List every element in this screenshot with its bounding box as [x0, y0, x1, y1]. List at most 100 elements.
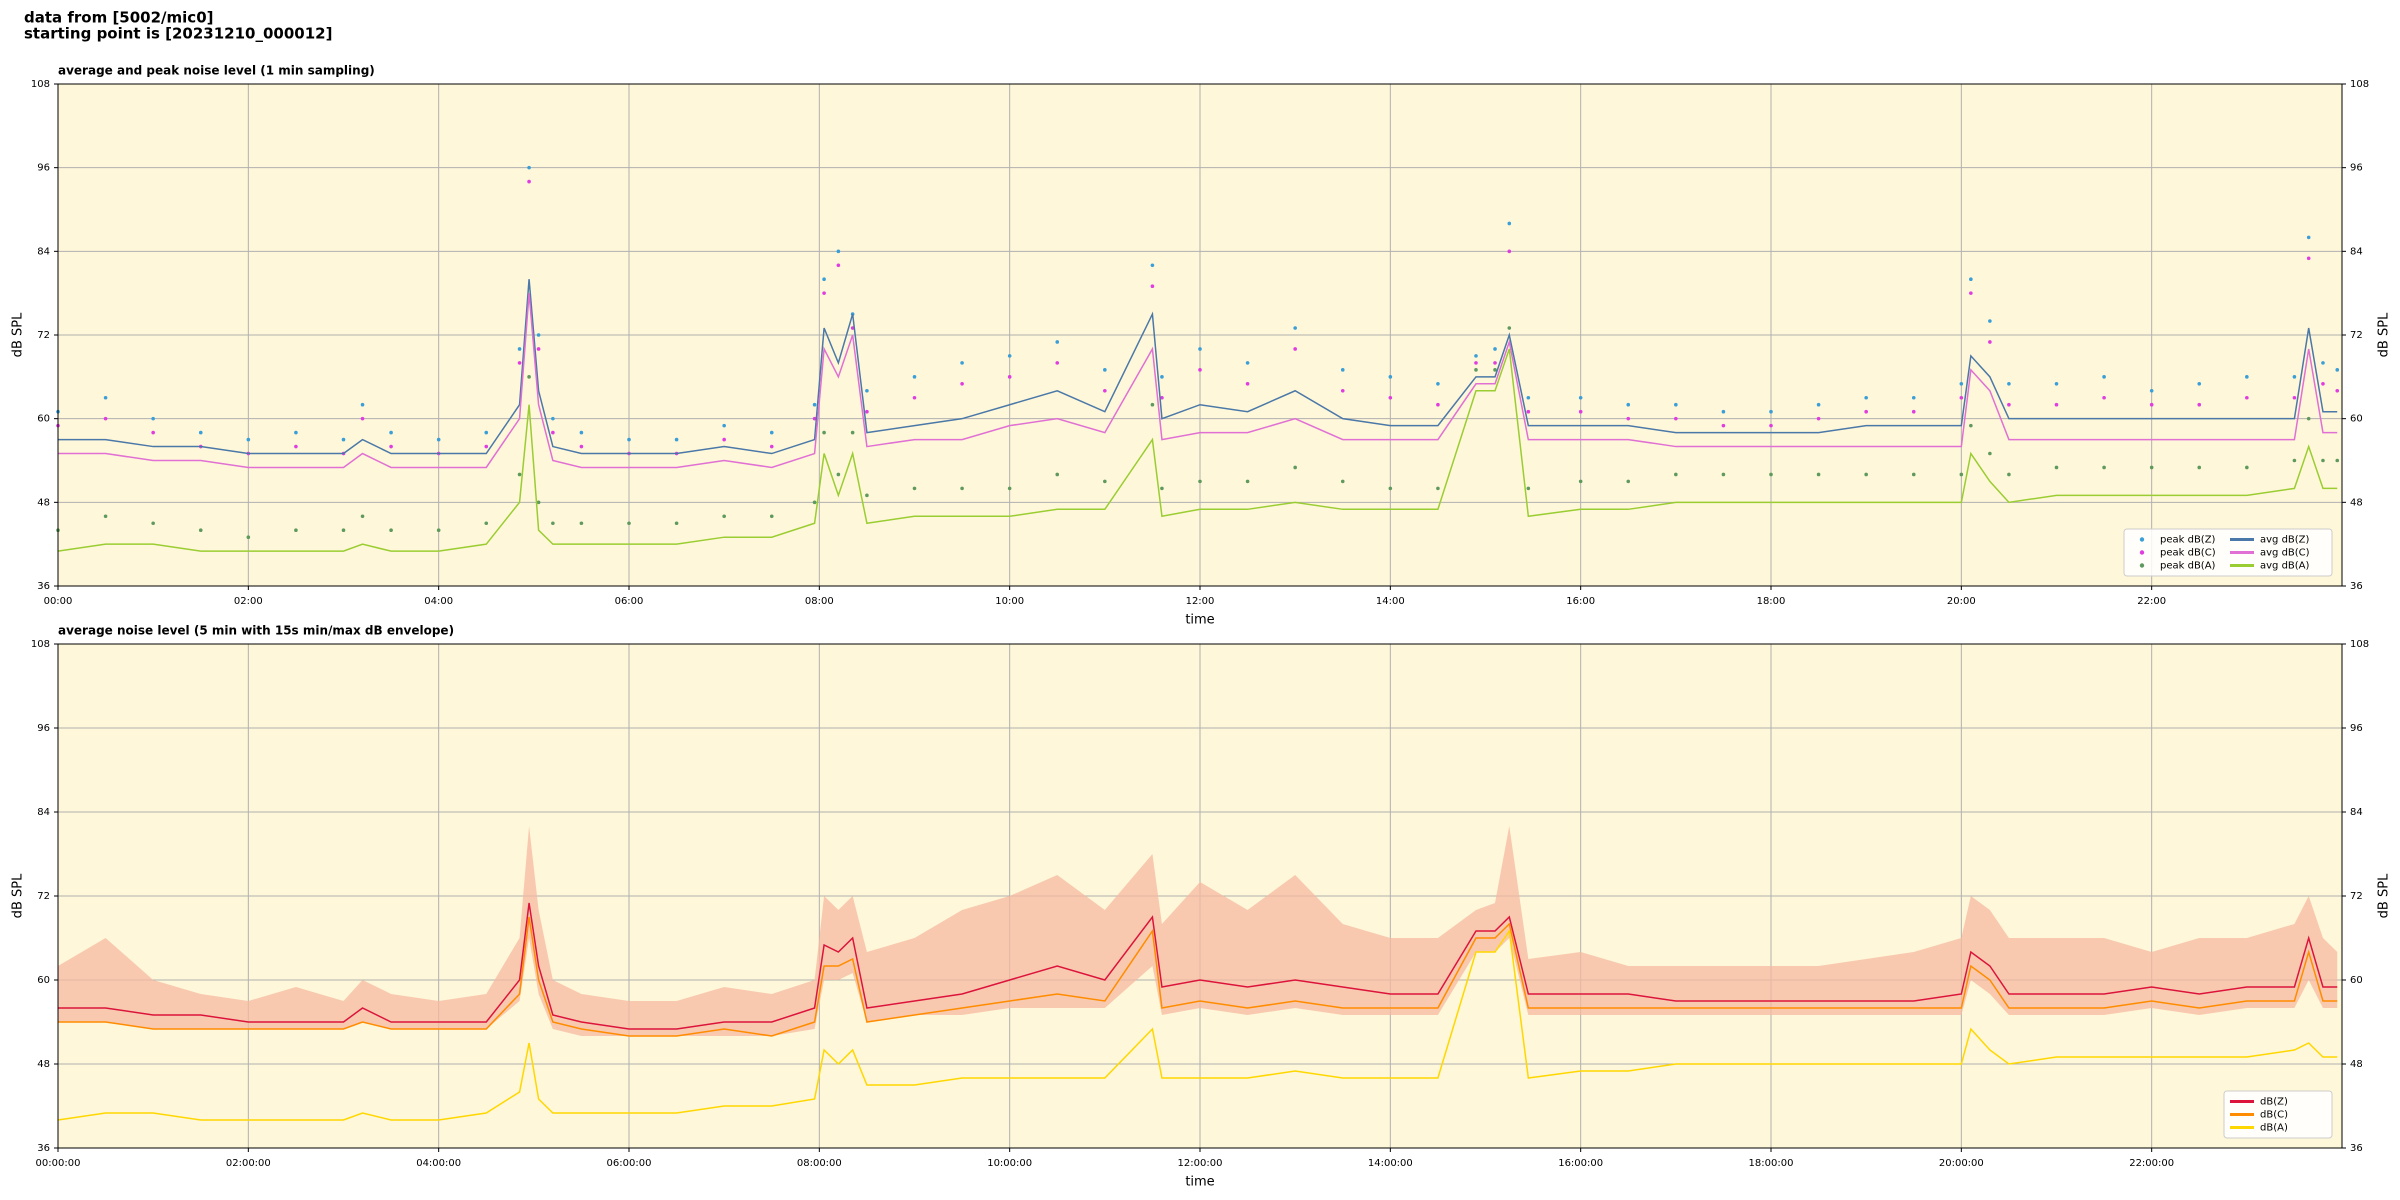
- y-tick-label: 84: [37, 807, 50, 818]
- peak-point: [1160, 375, 1164, 379]
- y-tick-label: 108: [31, 639, 50, 650]
- legend-label: avg dB(A): [2260, 561, 2310, 572]
- peak-point: [1864, 472, 1868, 477]
- x-tick-label: 14:00:00: [1368, 1158, 1413, 1169]
- y-tick-label-right: 48: [2350, 1059, 2363, 1070]
- peak-point: [246, 437, 251, 442]
- peak-point: [103, 395, 108, 400]
- peak-point: [769, 444, 774, 449]
- series-line: [57, 348, 2338, 552]
- peak-point: [341, 528, 346, 533]
- series-line: [58, 916, 2338, 1037]
- peak-point: [1055, 472, 1060, 477]
- peak-point: [2245, 375, 2249, 379]
- y-tick-label-right: 48: [2350, 497, 2363, 508]
- peak-point: [722, 423, 726, 428]
- peak-point: [517, 347, 522, 351]
- peak-point: [527, 375, 531, 379]
- peak-point: [1493, 361, 1497, 365]
- peak-point: [836, 249, 841, 254]
- peak-point: [2102, 465, 2106, 470]
- x-tick-label: 16:00: [1566, 596, 1595, 607]
- peak-point: [2149, 465, 2154, 470]
- peak-point: [1626, 402, 1631, 407]
- peak-point: [2054, 402, 2059, 407]
- peak-point: [389, 528, 393, 533]
- chart: average and peak noise level (1 min samp…: [11, 64, 2392, 628]
- x-tick-label: 22:00: [2137, 596, 2166, 607]
- peak-point: [436, 528, 441, 533]
- x-tick-label: 20:00:00: [1939, 1158, 1984, 1169]
- peak-point: [1160, 486, 1164, 491]
- peak-point: [2306, 416, 2311, 421]
- peak-point: [1816, 402, 1821, 407]
- peak-point: [341, 437, 346, 442]
- peak-point: [1911, 409, 1916, 414]
- peak-point: [527, 165, 531, 170]
- peak-point: [912, 395, 917, 400]
- peak-point: [2292, 375, 2297, 379]
- x-tick-label: 22:00:00: [2129, 1158, 2174, 1169]
- y-tick-label: 72: [37, 330, 50, 341]
- peak-point: [1293, 326, 1297, 330]
- peak-point: [579, 521, 584, 526]
- peak-point: [436, 437, 441, 442]
- peak-point: [1293, 347, 1297, 351]
- peak-point: [1816, 472, 1821, 477]
- x-tick-label: 08:00:00: [797, 1158, 842, 1169]
- peak-point: [1055, 340, 1060, 344]
- peak-point: [1988, 340, 1992, 344]
- peak-point: [722, 437, 726, 442]
- y-axis-label: dB SPL: [11, 873, 26, 918]
- peak-point: [1245, 382, 1250, 386]
- peak-point: [1969, 291, 1973, 295]
- legend-label: peak dB(Z): [2160, 535, 2216, 546]
- legend-label: dB(C): [2260, 1110, 2288, 1121]
- peak-point: [1721, 409, 1726, 414]
- x-tick-label: 10:00:00: [987, 1158, 1032, 1169]
- peak-point: [1245, 479, 1250, 484]
- x-tick-label: 04:00:00: [416, 1158, 461, 1169]
- peak-point: [2245, 395, 2249, 400]
- peak-point: [579, 444, 584, 449]
- peak-point: [517, 472, 522, 477]
- peak-point: [484, 521, 489, 526]
- peak-point: [360, 514, 365, 519]
- peak-point: [151, 521, 155, 526]
- peak-point: [722, 514, 726, 519]
- y-tick-label-right: 60: [2350, 975, 2363, 986]
- peak-point: [912, 375, 917, 379]
- series-line: [58, 293, 2338, 469]
- peak-point: [1388, 395, 1393, 400]
- peak-point: [536, 347, 541, 351]
- x-tick-label: 16:00:00: [1558, 1158, 1603, 1169]
- peak-point: [822, 291, 826, 295]
- peak-point: [1103, 388, 1107, 393]
- y-tick-label: 96: [37, 163, 50, 174]
- x-tick-label: 02:00:00: [226, 1158, 271, 1169]
- peak-point: [1245, 361, 1250, 365]
- peak-point: [2007, 402, 2011, 407]
- peak-point: [103, 416, 108, 421]
- peak-point: [1340, 368, 1345, 372]
- peak-point: [850, 430, 855, 435]
- peak-point: [103, 514, 108, 519]
- peak-point: [1436, 402, 1440, 407]
- peak-point: [1150, 263, 1155, 268]
- x-tick-label: 02:00: [234, 596, 263, 607]
- peak-point: [1198, 479, 1202, 484]
- y-tick-label-right: 108: [2350, 79, 2369, 90]
- header-start: starting point is [20231210_000012]: [24, 25, 332, 43]
- series-line: [58, 279, 2338, 455]
- peak-point: [2335, 388, 2340, 393]
- legend-marker: [2139, 550, 2145, 555]
- peak-point: [1816, 416, 1821, 421]
- peak-point: [246, 535, 251, 539]
- peak-point: [2321, 382, 2325, 386]
- peak-point: [151, 430, 155, 435]
- peak-point: [1988, 319, 1992, 323]
- peak-point: [2306, 256, 2311, 261]
- peak-point: [1103, 368, 1107, 372]
- peak-point: [1578, 395, 1583, 400]
